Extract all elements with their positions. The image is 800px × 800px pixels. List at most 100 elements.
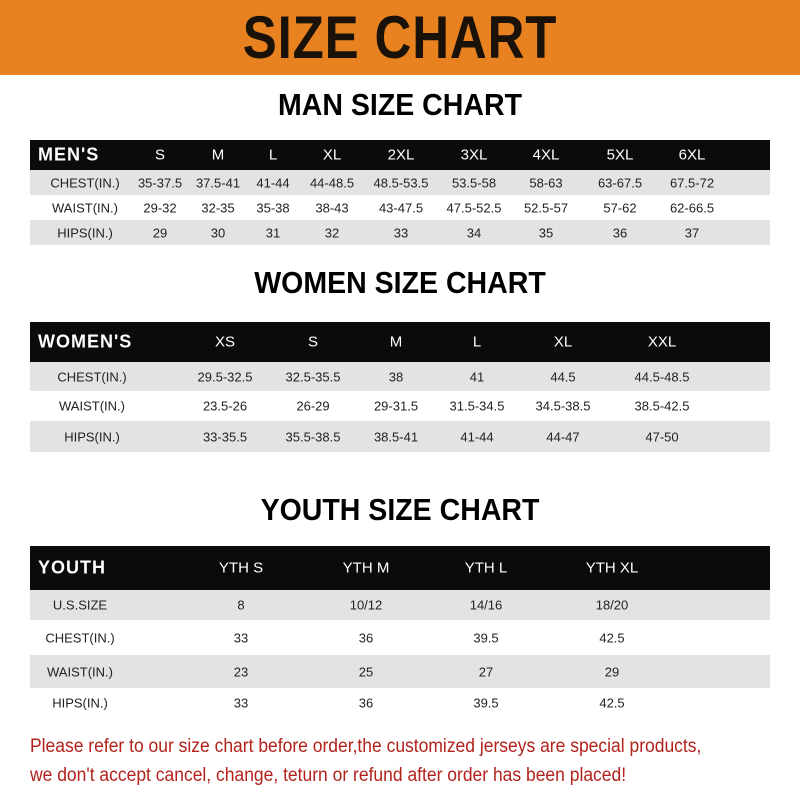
row-label: WAIST(IN.) bbox=[59, 398, 125, 414]
table-row: U.S.SIZE 8 10/12 14/16 18/20 bbox=[30, 590, 770, 620]
row-label: HIPS(IN.) bbox=[52, 695, 108, 711]
table-cell: 62-66.5 bbox=[669, 200, 715, 215]
table-cell: 32 bbox=[324, 225, 340, 240]
table-cell: 35-37.5 bbox=[137, 175, 183, 190]
table-cell: 30 bbox=[210, 225, 226, 240]
table-cell: 33 bbox=[393, 225, 409, 240]
table-cell: 32.5-35.5 bbox=[285, 369, 341, 384]
size-header: YTH XL bbox=[585, 559, 639, 577]
table-cell: 38.5-41 bbox=[373, 429, 419, 444]
table-cell: 31 bbox=[265, 225, 281, 240]
table-row: HIPS(IN.) 33 36 39.5 42.5 bbox=[30, 688, 770, 718]
table-cell: 27 bbox=[478, 664, 494, 679]
table-row: HIPS(IN.) 29 30 31 32 33 34 35 36 37 bbox=[30, 220, 770, 245]
size-header: 6XL bbox=[678, 146, 706, 164]
table-cell: 37 bbox=[684, 225, 700, 240]
table-row: WAIST(IN.) 29-32 32-35 35-38 38-43 43-47.5 47.… bbox=[30, 195, 770, 220]
table-cell: 31.5-34.5 bbox=[449, 398, 505, 414]
table-cell: 29.5-32.5 bbox=[197, 369, 253, 384]
table-cell: 23.5-26 bbox=[202, 398, 248, 414]
size-header: 3XL bbox=[460, 146, 488, 164]
title-banner: SIZE CHART bbox=[0, 0, 800, 75]
table-cell: 26-29 bbox=[296, 398, 330, 414]
women-size-table: WOMEN'S XS S M L XL XXL CHEST(IN.) 29.5-32.5 32.5… bbox=[30, 322, 770, 452]
page-title: SIZE CHART bbox=[242, 4, 558, 71]
youth-chart-title: YOUTH SIZE CHART bbox=[260, 492, 540, 527]
table-cell: 38.5-42.5 bbox=[634, 398, 690, 414]
table-cell: 41-44 bbox=[460, 429, 494, 444]
table-cell: 57-62 bbox=[603, 200, 637, 215]
size-header: L bbox=[472, 333, 482, 351]
size-header: M bbox=[389, 333, 403, 351]
table-cell: 33 bbox=[233, 695, 249, 711]
table-cell: 41-44 bbox=[256, 175, 290, 190]
row-label: CHEST(IN.) bbox=[50, 175, 120, 190]
table-cell: 47.5-52.5 bbox=[446, 200, 502, 215]
table-cell: 67.5-72 bbox=[669, 175, 715, 190]
table-cell: 29 bbox=[152, 225, 168, 240]
size-header: XL bbox=[553, 333, 573, 351]
notice-line-2: we don't accept cancel, change, teturn o… bbox=[30, 765, 627, 786]
table-row: WAIST(IN.) 23 25 27 29 bbox=[30, 655, 770, 688]
table-cell: 34.5-38.5 bbox=[535, 398, 591, 414]
table-cell: 44.5-48.5 bbox=[634, 369, 690, 384]
women-chart-title: WOMEN SIZE CHART bbox=[254, 265, 546, 300]
table-cell: 42.5 bbox=[599, 695, 625, 711]
table-cell: 39.5 bbox=[473, 630, 499, 645]
table-cell: 42.5 bbox=[599, 630, 625, 645]
table-cell: 36 bbox=[358, 630, 374, 645]
notice-line-1: Please refer to our size chart before or… bbox=[30, 736, 702, 757]
table-cell: 35.5-38.5 bbox=[285, 429, 341, 444]
table-cell: 23 bbox=[233, 664, 249, 679]
row-label: CHEST(IN.) bbox=[57, 369, 127, 384]
table-cell: 58-63 bbox=[529, 175, 563, 190]
size-header: 4XL bbox=[532, 146, 560, 164]
table-cell: 33-35.5 bbox=[202, 429, 248, 444]
table-cell: 47-50 bbox=[645, 429, 679, 444]
row-label: U.S.SIZE bbox=[52, 597, 108, 613]
table-row: CHEST(IN.) 35-37.5 37.5-41 41-44 44-48.5 48.5… bbox=[30, 170, 770, 195]
table-cell: 29 bbox=[604, 664, 620, 679]
table-title-cell: MEN'S bbox=[38, 144, 100, 165]
table-header-row: WOMEN'S XS S M L XL XXL bbox=[30, 322, 770, 362]
table-row: HIPS(IN.) 33-35.5 35.5-38.5 38.5-41 41-44 44-… bbox=[30, 421, 770, 452]
table-cell: 14/16 bbox=[469, 597, 503, 613]
table-row: CHEST(IN.) 29.5-32.5 32.5-35.5 38 41 44.5 44.5… bbox=[30, 362, 770, 391]
size-header: YTH L bbox=[464, 559, 508, 577]
size-header: L bbox=[268, 146, 278, 164]
size-header: YTH M bbox=[342, 559, 390, 577]
size-header: XS bbox=[214, 333, 236, 351]
table-cell: 35-38 bbox=[256, 200, 290, 215]
table-cell: 41 bbox=[469, 369, 485, 384]
size-header: XL bbox=[322, 146, 342, 164]
table-cell: 48.5-53.5 bbox=[373, 175, 429, 190]
row-label: WAIST(IN.) bbox=[52, 200, 118, 215]
table-cell: 44.5 bbox=[550, 369, 576, 384]
table-cell: 18/20 bbox=[595, 597, 629, 613]
row-label: HIPS(IN.) bbox=[64, 429, 120, 444]
table-cell: 36 bbox=[358, 695, 374, 711]
table-cell: 35 bbox=[538, 225, 554, 240]
table-cell: 43-47.5 bbox=[378, 200, 424, 215]
youth-size-table: YOUTH YTH S YTH M YTH L YTH XL U.S.SIZE 8 10/12… bbox=[30, 546, 770, 718]
size-header: S bbox=[154, 146, 166, 164]
men-size-table: MEN'S S M L XL 2XL 3XL 4XL 5XL 6XL CHEST(IN.) 35-37… bbox=[30, 140, 770, 245]
table-cell: 38-43 bbox=[315, 200, 349, 215]
table-title-cell: YOUTH bbox=[38, 557, 106, 578]
table-cell: 63-67.5 bbox=[597, 175, 643, 190]
size-header: M bbox=[211, 146, 225, 164]
table-cell: 32-35 bbox=[201, 200, 235, 215]
table-cell: 10/12 bbox=[349, 597, 383, 613]
table-cell: 44-47 bbox=[546, 429, 580, 444]
table-header-row: YOUTH YTH S YTH M YTH L YTH XL bbox=[30, 546, 770, 590]
table-header-row: MEN'S S M L XL 2XL 3XL 4XL 5XL 6XL bbox=[30, 140, 770, 170]
table-row: WAIST(IN.) 23.5-26 26-29 29-31.5 31.5-34.5 34… bbox=[30, 391, 770, 421]
table-cell: 33 bbox=[233, 630, 249, 645]
size-header: XXL bbox=[647, 333, 677, 351]
size-header: YTH S bbox=[218, 559, 264, 577]
table-cell: 36 bbox=[612, 225, 628, 240]
size-header: 2XL bbox=[387, 146, 415, 164]
table-cell: 25 bbox=[358, 664, 374, 679]
size-header: S bbox=[307, 333, 319, 351]
row-label: HIPS(IN.) bbox=[57, 225, 113, 240]
